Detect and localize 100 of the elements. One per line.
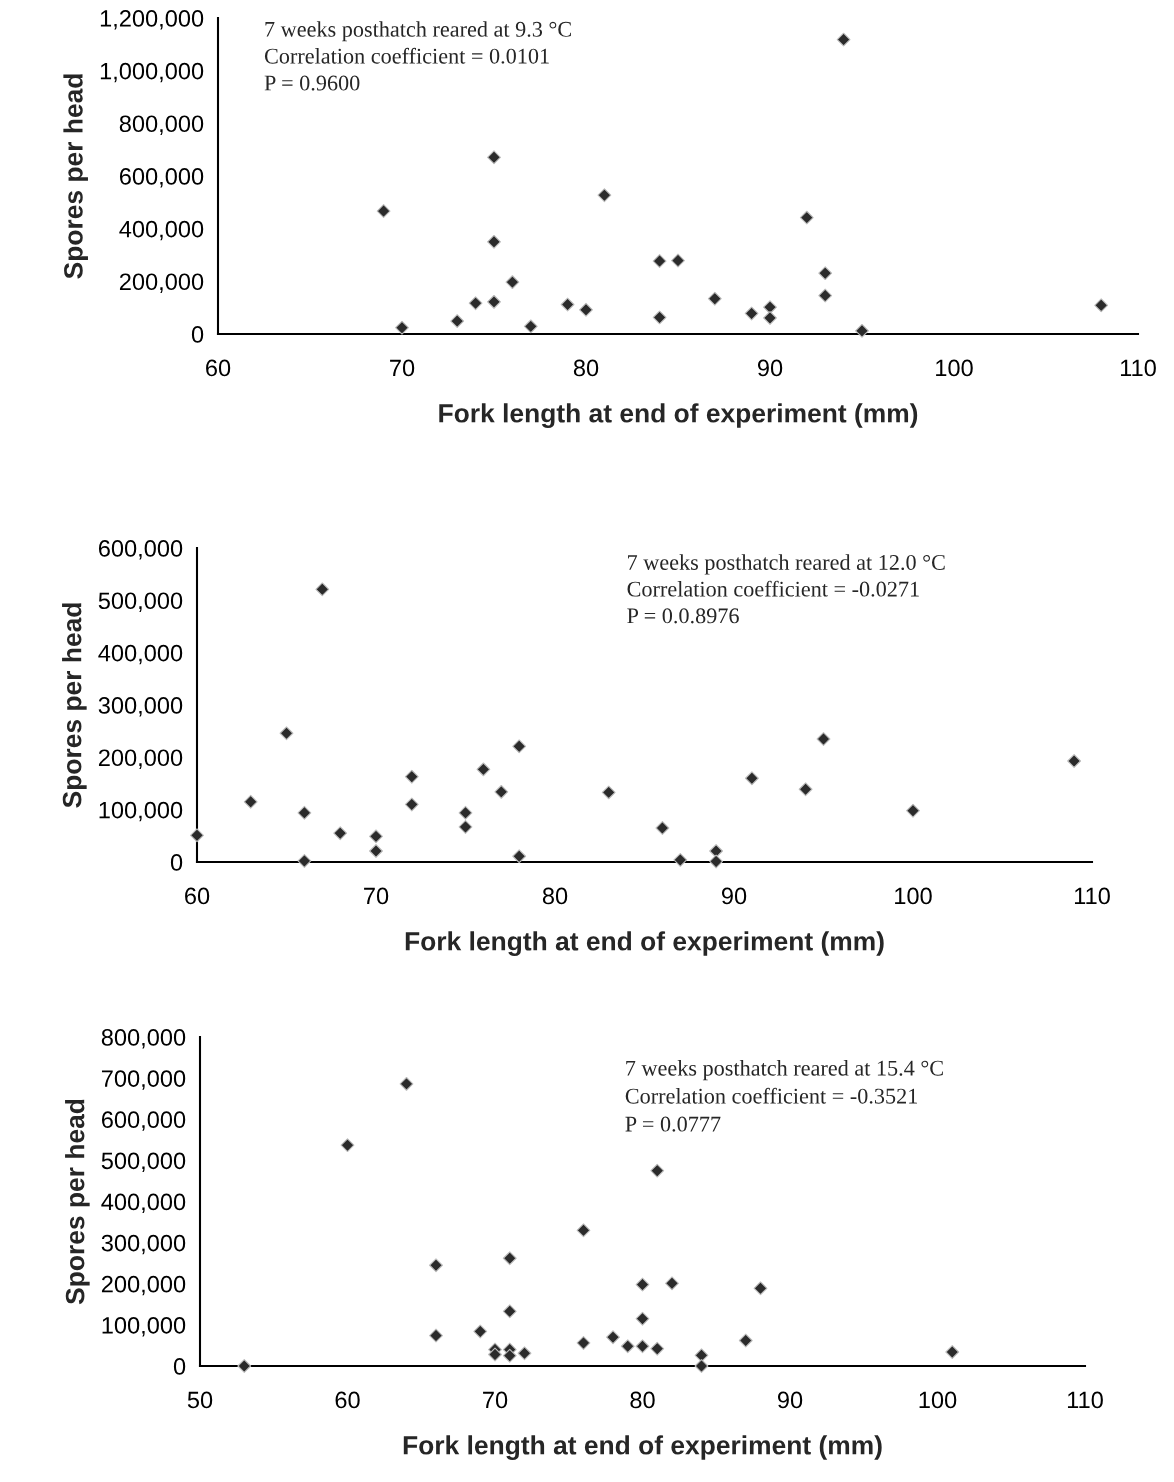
point xyxy=(502,1348,517,1363)
y-tick-label: 400,000 xyxy=(119,220,204,241)
y-tick-label: 0 xyxy=(170,854,183,871)
point xyxy=(517,1346,532,1361)
point xyxy=(576,1223,591,1238)
y-tick-label: 600,000 xyxy=(101,1111,186,1131)
point xyxy=(560,297,575,312)
point xyxy=(707,291,722,306)
point xyxy=(650,1163,665,1178)
x-tick-label: 70 xyxy=(364,887,389,905)
point xyxy=(836,32,851,47)
y-tick-label: 800,000 xyxy=(101,1029,186,1049)
point xyxy=(512,739,527,754)
point xyxy=(494,784,509,799)
point xyxy=(243,794,258,809)
y-tick-label: 200,000 xyxy=(119,273,204,293)
point xyxy=(404,797,419,812)
point xyxy=(635,1277,650,1292)
point xyxy=(652,254,667,268)
point xyxy=(620,1339,635,1354)
y-tick-label: 500,000 xyxy=(101,1152,186,1172)
point xyxy=(818,266,833,281)
y-tick-label: 1,200,000 xyxy=(100,10,204,30)
point xyxy=(652,310,667,325)
x-tick-label: 90 xyxy=(721,887,747,905)
point xyxy=(818,288,833,303)
y-tick-label: 500,000 xyxy=(98,592,183,612)
point xyxy=(906,803,920,818)
y-axis-title: Spores per head xyxy=(62,603,87,808)
point xyxy=(597,188,612,203)
x-tick-label: 70 xyxy=(483,1391,508,1409)
point xyxy=(502,1251,517,1266)
x-axis-title: Fork length at end of experiment (mm) xyxy=(403,1435,882,1460)
point xyxy=(606,1330,620,1345)
point xyxy=(369,844,383,858)
point xyxy=(237,1359,252,1373)
point xyxy=(297,805,312,820)
point xyxy=(650,1341,665,1356)
x-tick-label: 80 xyxy=(573,359,599,377)
point xyxy=(487,150,501,165)
x-tick-label: 50 xyxy=(187,1391,213,1409)
point xyxy=(576,1336,591,1350)
point xyxy=(429,1258,443,1273)
y-axis-title: Spores per head xyxy=(65,1099,90,1305)
point xyxy=(694,1359,709,1373)
point xyxy=(709,854,724,869)
point xyxy=(487,294,501,309)
point xyxy=(799,210,814,225)
point xyxy=(709,844,724,858)
point xyxy=(190,828,204,843)
point xyxy=(753,1281,768,1296)
y-tick-label: 400,000 xyxy=(101,1193,186,1214)
point xyxy=(855,323,869,338)
y-tick-label: 200,000 xyxy=(98,749,183,769)
point xyxy=(458,805,473,820)
x-tick-label: 80 xyxy=(542,887,568,905)
point xyxy=(450,314,465,329)
y-tick-label: 300,000 xyxy=(98,697,183,717)
x-tick-label: 60 xyxy=(185,887,210,905)
point xyxy=(738,1333,753,1348)
x-tick-label: 110 xyxy=(1120,359,1156,377)
point xyxy=(476,762,491,777)
x-tick-label: 60 xyxy=(335,1391,360,1409)
point xyxy=(673,852,688,867)
point xyxy=(816,732,831,746)
point xyxy=(487,234,501,249)
y-tick-label: 700,000 xyxy=(101,1070,186,1090)
point xyxy=(665,1276,679,1291)
point xyxy=(945,1345,960,1359)
x-tick-label: 80 xyxy=(630,1391,655,1409)
x-tick-label: 60 xyxy=(206,359,231,377)
point xyxy=(763,311,777,325)
point xyxy=(1094,298,1109,313)
point xyxy=(502,1304,517,1319)
y-tick-label: 600,000 xyxy=(119,168,204,188)
x-tick-label: 110 xyxy=(1074,887,1110,905)
point xyxy=(395,320,409,335)
y-tick-label: 300,000 xyxy=(101,1234,186,1255)
point xyxy=(635,1339,650,1354)
y-tick-label: 100,000 xyxy=(99,801,183,822)
point xyxy=(694,1348,709,1363)
x-axis-title: Fork length at end of experiment (mm) xyxy=(439,403,918,428)
point xyxy=(333,826,348,841)
point xyxy=(399,1076,414,1091)
annotation: 7 weeks posthatch reared at 12.0 °C xyxy=(628,554,945,575)
point xyxy=(297,854,312,868)
y-tick-label: 600,000 xyxy=(98,540,183,560)
point xyxy=(473,1324,488,1339)
y-tick-label: 100,000 xyxy=(102,1316,186,1337)
point xyxy=(458,820,473,834)
y-axis-title: Spores per head xyxy=(63,74,88,279)
point xyxy=(744,771,759,786)
x-axis-title: Fork length at end of experiment (mm) xyxy=(405,931,884,956)
annotation: Correlation coefficient = -0.0271 xyxy=(627,580,919,597)
y-tick-label: 800,000 xyxy=(119,115,204,135)
point xyxy=(523,319,538,334)
annotation: P = 0.0777 xyxy=(625,1116,721,1132)
point xyxy=(505,275,520,290)
x-tick-label: 100 xyxy=(919,1391,957,1409)
annotation: Correlation coefficient = -0.3521 xyxy=(625,1087,917,1104)
